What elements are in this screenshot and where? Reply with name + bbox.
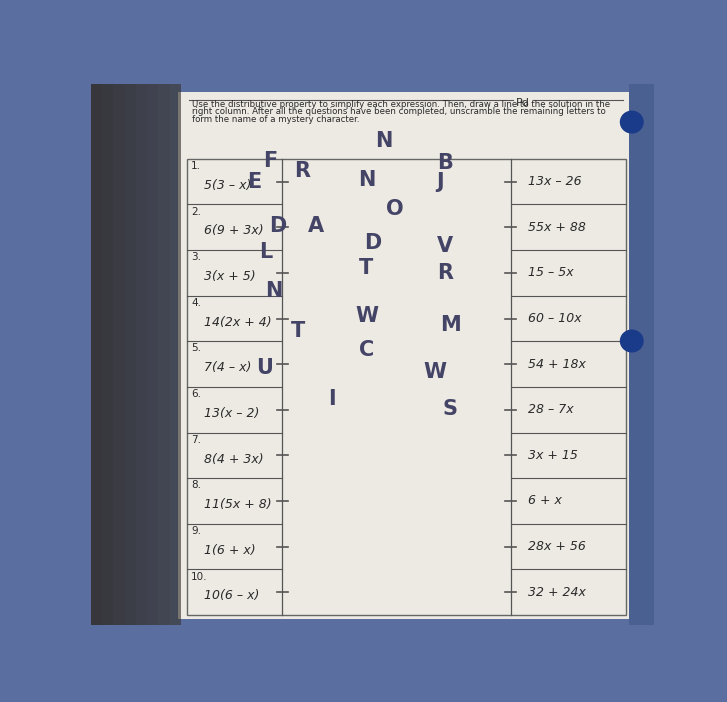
Text: 6 + x: 6 + x [528,494,561,508]
Text: F: F [263,151,277,171]
Bar [170,84,181,625]
Text: D: D [269,216,286,236]
Text: U: U [256,358,273,378]
Bar [178,93,629,619]
Text: N: N [358,171,376,190]
Text: 4.: 4. [191,298,201,308]
Text: W: W [356,305,379,326]
Bar [113,84,125,625]
Bar [187,159,626,615]
Bar [147,84,158,625]
Text: I: I [328,389,336,409]
Text: 54 + 18x: 54 + 18x [528,357,585,371]
Text: C: C [359,340,374,360]
Text: W: W [423,362,446,382]
Bar [102,84,113,625]
Text: 3(x + 5): 3(x + 5) [204,270,255,283]
Bar [136,84,148,625]
Bar [91,84,178,625]
Text: M: M [440,314,461,335]
Text: R: R [437,263,453,284]
Text: A: A [308,216,324,236]
Text: R: R [294,161,310,180]
Text: T: T [358,258,373,278]
Text: 8.: 8. [191,480,201,491]
Bar [158,84,169,625]
Text: Use the distributive property to simplify each expression. Then, draw a line to : Use the distributive property to simplif… [192,100,611,109]
Text: 10.: 10. [191,571,208,581]
Text: O: O [386,199,404,218]
Text: 11(5x + 8): 11(5x + 8) [204,498,271,511]
Text: L: L [259,241,272,262]
Text: 5(3 – x): 5(3 – x) [204,179,251,192]
Text: 55x + 88: 55x + 88 [528,220,585,234]
Text: B: B [437,152,453,173]
Text: N: N [265,281,283,300]
Text: 3.: 3. [191,252,201,263]
Circle shape [621,330,643,352]
Text: 7(4 – x): 7(4 – x) [204,362,251,374]
Text: 9.: 9. [191,526,201,536]
Bar [91,84,102,625]
Text: 1.: 1. [191,161,201,171]
Text: 28 – 7x: 28 – 7x [528,403,573,416]
Text: T: T [291,322,305,341]
Text: V: V [437,237,453,256]
Text: 1(6 + x): 1(6 + x) [204,544,255,557]
Text: right column. After all the questions have been completed, unscramble the remain: right column. After all the questions ha… [192,107,606,117]
Circle shape [621,112,643,133]
Text: J: J [436,171,444,192]
Bar [91,84,181,625]
Text: Pd: Pd [516,98,530,107]
Text: 15 – 5x: 15 – 5x [528,266,573,279]
Text: D: D [364,233,381,253]
Bar [629,84,654,625]
Text: 32 + 24x: 32 + 24x [528,585,585,599]
Text: 13(x – 2): 13(x – 2) [204,407,259,420]
Text: 2.: 2. [191,206,201,217]
Text: 5.: 5. [191,343,201,354]
Text: 6(9 + 3x): 6(9 + 3x) [204,225,263,237]
Text: form the name of a mystery character.: form the name of a mystery character. [192,115,360,124]
Text: 8(4 + 3x): 8(4 + 3x) [204,453,263,465]
Text: 10(6 – x): 10(6 – x) [204,590,259,602]
Text: 13x – 26: 13x – 26 [528,175,581,188]
Text: 3x + 15: 3x + 15 [528,449,577,462]
Text: 28x + 56: 28x + 56 [528,540,585,553]
Text: 7.: 7. [191,435,201,445]
Bar [125,84,136,625]
Text: 60 – 10x: 60 – 10x [528,312,581,325]
Text: 14(2x + 4): 14(2x + 4) [204,316,271,329]
Text: 6.: 6. [191,389,201,399]
Text: E: E [247,171,262,192]
Text: N: N [375,131,393,151]
Text: S: S [443,399,458,418]
